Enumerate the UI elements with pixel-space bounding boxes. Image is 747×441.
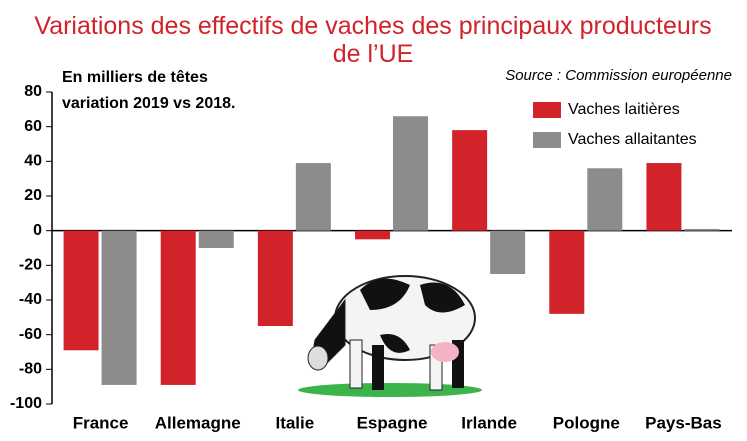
subtitle: variation 2019 vs 2018.	[62, 95, 235, 112]
bar	[587, 168, 623, 231]
x-tick-label: Irlande	[461, 413, 517, 432]
bar	[257, 230, 293, 326]
y-tick-label: 40	[24, 153, 42, 170]
legend-swatch	[533, 132, 561, 148]
bar	[646, 163, 682, 231]
bar	[198, 230, 234, 248]
bar	[490, 230, 526, 274]
bar	[549, 230, 585, 314]
x-tick-label: France	[73, 413, 129, 432]
legend-swatch	[533, 102, 561, 118]
bar	[684, 228, 720, 231]
x-tick-label: Italie	[275, 413, 314, 432]
bar	[393, 116, 428, 231]
y-tick-label: 60	[24, 118, 42, 135]
cow-illustration	[298, 275, 482, 397]
bar	[160, 230, 196, 385]
y-tick-label: 20	[24, 187, 42, 204]
source: Source : Commission européenne	[505, 67, 732, 84]
y-tick-label: 80	[24, 83, 42, 100]
bar	[101, 230, 137, 385]
x-tick-label: Espagne	[357, 413, 428, 432]
bar	[295, 163, 331, 231]
y-tick-label: -20	[19, 257, 42, 274]
x-tick-label: Pologne	[553, 413, 620, 432]
y-tick-label: -60	[19, 326, 42, 343]
x-tick-label: Pays-Bas	[645, 413, 722, 432]
legend-label: Vaches allaitantes	[568, 131, 697, 148]
x-tick-label: Allemagne	[155, 413, 241, 432]
y-tick-label: -40	[19, 291, 42, 308]
y-tick-label: -80	[19, 361, 42, 378]
bar	[63, 230, 99, 351]
subtitle: En milliers de têtes	[62, 69, 208, 86]
y-tick-label: -100	[10, 395, 42, 412]
y-tick-label: 0	[33, 222, 42, 239]
bar	[355, 230, 390, 240]
chart-title: Variations des effectifs de vaches des p…	[34, 12, 711, 68]
legend-label: Vaches laitières	[568, 101, 680, 118]
bar	[452, 130, 488, 231]
